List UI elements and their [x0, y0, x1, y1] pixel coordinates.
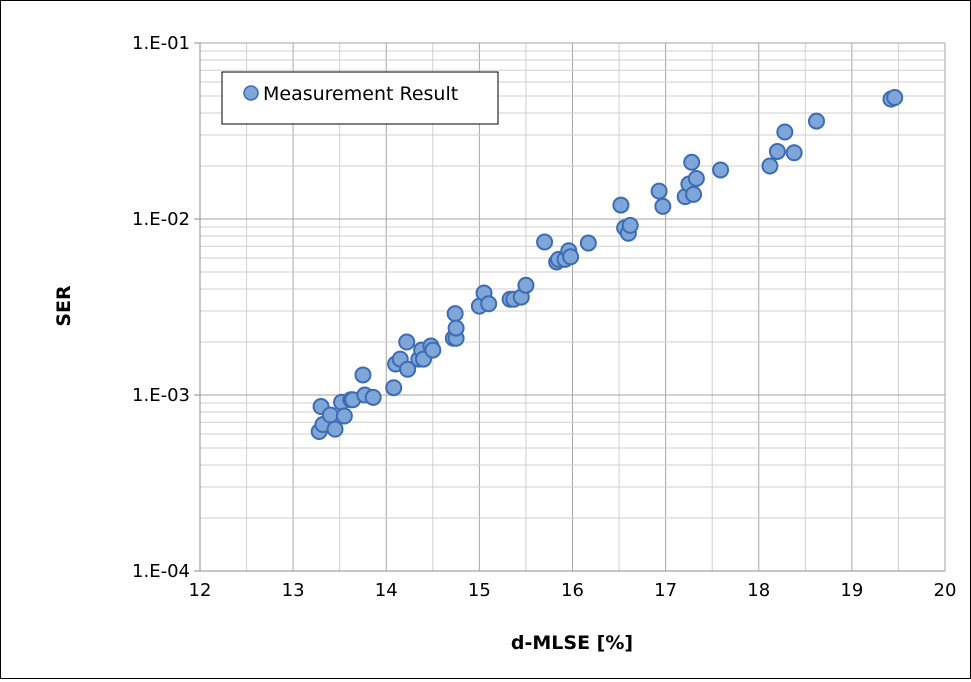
x-axis-title: d-MLSE [%]: [511, 632, 633, 654]
data-point: [517, 276, 535, 294]
x-tick-label: 19: [840, 580, 863, 601]
data-point: [776, 123, 794, 141]
data-point: [326, 420, 344, 438]
data-point: [685, 185, 703, 203]
x-tick-label: 13: [282, 580, 305, 601]
data-point: [612, 196, 630, 214]
x-tick-label: 18: [747, 580, 770, 601]
data-point: [354, 366, 372, 384]
data-point: [562, 248, 580, 266]
legend-box: [221, 71, 499, 125]
data-point: [385, 379, 403, 397]
data-point: [650, 182, 668, 200]
y-tick-label: 1.E-03: [132, 385, 190, 406]
data-point: [886, 89, 904, 107]
legend-label: Measurement Result: [263, 83, 458, 105]
data-point: [424, 341, 442, 359]
data-point: [579, 234, 597, 252]
data-point: [480, 295, 498, 313]
data-point: [683, 153, 701, 171]
y-tick-label: 1.E-02: [132, 209, 190, 230]
x-tick-label: 14: [375, 580, 398, 601]
data-point: [785, 144, 803, 162]
legend: Measurement Result: [221, 71, 499, 125]
x-tick-label: 16: [561, 580, 584, 601]
data-point: [335, 407, 353, 425]
data-point: [446, 305, 464, 323]
data-point: [768, 142, 786, 160]
data-point: [712, 161, 730, 179]
data-point: [399, 360, 417, 378]
data-point: [761, 157, 779, 175]
data-point: [364, 388, 382, 406]
data-point: [398, 333, 416, 351]
data-point: [447, 319, 465, 337]
legend-marker: [243, 85, 259, 101]
x-tick-label: 17: [654, 580, 677, 601]
x-tick-label: 12: [189, 580, 212, 601]
data-point: [536, 233, 554, 251]
y-tick-label: 1.E-01: [132, 33, 190, 54]
x-tick-label: 15: [468, 580, 491, 601]
data-point: [621, 216, 639, 234]
y-axis-title: SER: [53, 285, 75, 327]
data-point: [654, 197, 672, 215]
data-point: [687, 169, 705, 187]
x-tick-label: 20: [934, 580, 957, 601]
y-tick-label: 1.E-04: [132, 561, 190, 582]
data-point: [807, 112, 825, 130]
data-point: [321, 406, 339, 424]
